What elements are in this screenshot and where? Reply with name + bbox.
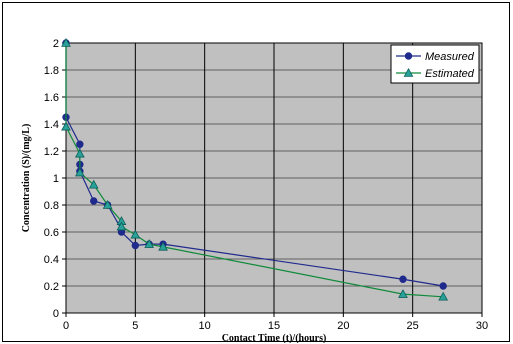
y-tick-label: 1.8: [44, 65, 59, 77]
y-tick-label: 0.4: [44, 254, 59, 266]
estimated-point: [438, 291, 449, 301]
y-tick-label: 0.2: [44, 281, 59, 293]
x-axis-title: Contact Time (t)/(hours): [222, 333, 327, 343]
legend: Measured Estimated: [390, 44, 480, 84]
x-tick-label: 0: [63, 320, 69, 332]
legend-label-measured: Measured: [425, 51, 475, 63]
legend-label-estimated: Estimated: [425, 68, 475, 80]
estimated-point: [102, 199, 113, 209]
y-tick-label: 1.2: [44, 146, 59, 158]
line-chart: 0 0.2 0.4 0.6 0.8 1 1.2 1.4 1.6 1.8 2 0 5 10 15 20 25 30…: [21, 37, 488, 343]
x-tick-label: 20: [337, 320, 349, 332]
y-tick-label: 1.6: [44, 92, 59, 104]
legend-marker-measured: [404, 52, 413, 60]
x-tick-label: 5: [132, 320, 138, 332]
y-axis-title: Concentration (S)/(mg/L): [21, 124, 32, 233]
y-tick-label: 0.6: [44, 227, 59, 239]
legend-item-measured: Measured: [396, 51, 475, 63]
y-tick-label: 0: [53, 308, 59, 320]
series-layer: [61, 37, 449, 301]
y-tick-label: 1: [53, 173, 59, 185]
series-estimated: [61, 37, 449, 301]
x-tick-label: 30: [476, 320, 488, 332]
estimated-point: [116, 221, 127, 231]
legend-marker-estimated: [403, 67, 414, 77]
estimated-point: [398, 289, 408, 298]
measured-point: [131, 241, 140, 250]
x-tick-label: 15: [268, 320, 280, 332]
estimated-point: [130, 229, 141, 239]
y-axis-ticks: 0 0.2 0.4 0.6 0.8 1 1.2 1.4 1.6 1.8 2: [44, 38, 66, 320]
x-tick-label: 10: [199, 320, 211, 332]
x-axis-ticks: 0 5 10 15 20 25 30: [63, 313, 488, 332]
measured-point: [76, 140, 84, 148]
estimated-point: [158, 241, 168, 251]
measured-point: [90, 197, 98, 205]
estimated-point: [74, 167, 85, 177]
measured-point: [399, 275, 407, 283]
y-tick-label: 2: [53, 38, 59, 50]
legend-box: [390, 44, 480, 84]
estimated-point: [88, 179, 99, 189]
measured-point: [439, 282, 447, 290]
y-tick-label: 0.8: [44, 200, 59, 212]
estimated-point: [61, 37, 71, 47]
estimated-point: [144, 239, 155, 248]
y-tick-label: 1.4: [44, 119, 59, 131]
estimated-point: [74, 148, 85, 158]
x-tick-label: 25: [407, 320, 419, 332]
legend-item-estimated: Estimated: [396, 67, 475, 80]
estimated-point: [61, 121, 71, 131]
